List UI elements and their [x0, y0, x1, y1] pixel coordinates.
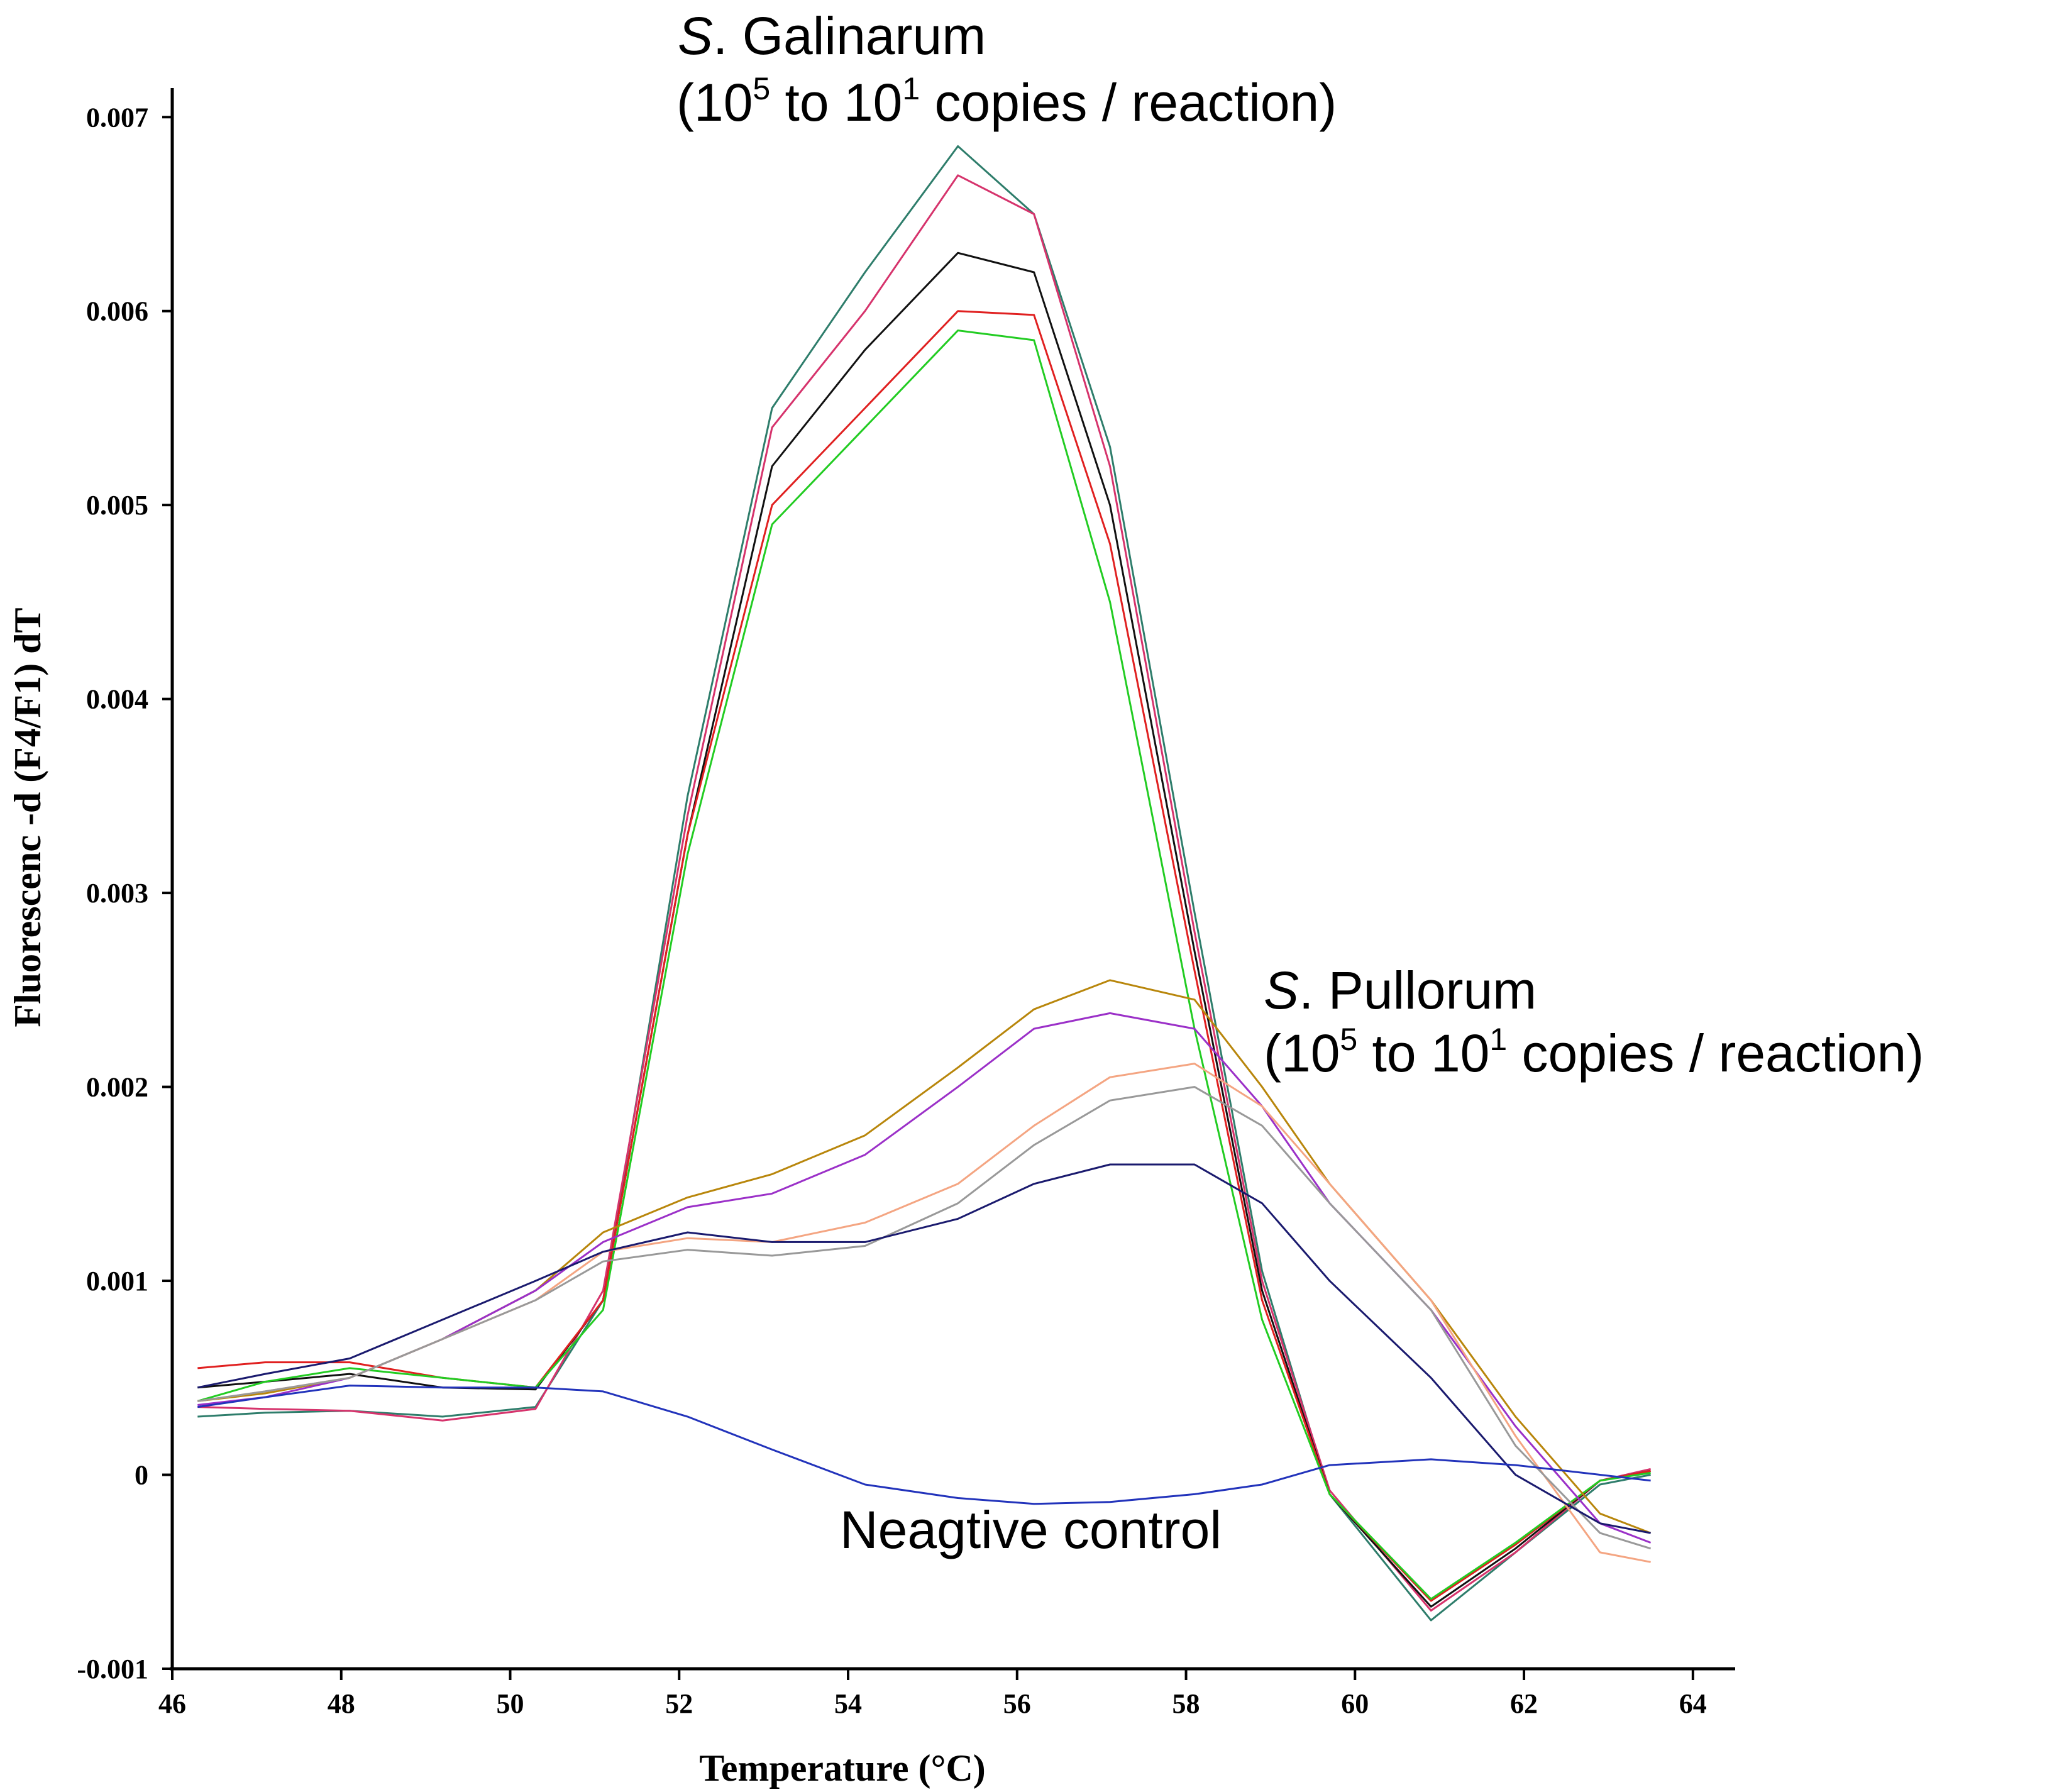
- y-ticks: -0.001 0 0.001 0.002 0.003 0.004 0.005 0.006 0.0…: [77, 102, 172, 1684]
- y-tick-label: 0.004: [86, 684, 148, 715]
- pullorum-range-suffix: copies / reaction): [1507, 1024, 1924, 1083]
- pullorum-range-exp1: 5: [1340, 1022, 1357, 1057]
- y-tick-label: 0.002: [86, 1072, 148, 1103]
- pullorum-label: S. Pullorum: [1264, 961, 1537, 1020]
- galinarum-label: S. Galinarum: [678, 6, 986, 65]
- pullorum-genus: S: [1264, 961, 1299, 1020]
- x-tick-label: 54: [834, 1688, 862, 1719]
- galinarum-range-exp1: 5: [753, 71, 770, 106]
- y-tick-label: 0.001: [86, 1266, 148, 1297]
- pullorum-range-exp2: 1: [1489, 1022, 1507, 1057]
- x-tick-label: 52: [665, 1688, 693, 1719]
- galinarum-range-suffix: copies / reaction): [920, 73, 1337, 132]
- pullorum-range-prefix: (10: [1264, 1024, 1340, 1083]
- series-line-s-galinarum-3: [197, 252, 1651, 1608]
- annotations: S. Galinarum (105 to 101 copies / reacti…: [676, 6, 1924, 1559]
- series-line-negative-control: [197, 1385, 1651, 1505]
- galinarum-species: . Galinarum: [713, 6, 986, 65]
- pullorum-range-mid: to 10: [1357, 1024, 1489, 1083]
- series-line-s-galinarum-5: [197, 329, 1651, 1600]
- series-line-s-galinarum-1: [197, 145, 1651, 1622]
- axes: [170, 88, 1735, 1671]
- galinarum-range: (105 to 101 copies / reaction): [676, 71, 1337, 132]
- pullorum-species: . Pullorum: [1299, 961, 1537, 1020]
- x-tick-label: 62: [1510, 1688, 1538, 1719]
- x-tick-label: 46: [158, 1688, 186, 1719]
- x-ticks: 46 48 50 52 54 56 58 60 62 64: [158, 1669, 1707, 1719]
- series-group: [197, 145, 1652, 1622]
- y-tick-label: 0.007: [86, 102, 148, 133]
- series-line-s-galinarum-2: [197, 174, 1651, 1612]
- x-axis-title: Temperature (°C): [699, 1747, 986, 1789]
- x-tick-label: 56: [1003, 1688, 1031, 1719]
- x-tick-label: 48: [328, 1688, 355, 1719]
- galinarum-genus: S: [678, 6, 713, 65]
- series-line-s-pullorum-5: [197, 1163, 1651, 1534]
- x-tick-label: 64: [1679, 1688, 1707, 1719]
- y-tick-label: 0.003: [86, 878, 148, 909]
- x-tick-label: 50: [497, 1688, 524, 1719]
- y-tick-label: 0: [135, 1460, 148, 1491]
- x-tick-label: 60: [1341, 1688, 1369, 1719]
- galinarum-range-prefix: (10: [676, 73, 753, 132]
- galinarum-range-exp2: 1: [902, 71, 920, 106]
- series-line-s-pullorum-4: [197, 1086, 1652, 1550]
- y-tick-label: 0.005: [86, 490, 148, 521]
- y-tick-label: 0.006: [86, 296, 148, 327]
- negative-control-label: Neagtive control: [840, 1500, 1222, 1559]
- y-axis-title: Fluorescenc -d (F4/F1) dT: [7, 607, 48, 1027]
- y-tick-label: -0.001: [77, 1654, 148, 1684]
- series-line-s-galinarum-4: [197, 310, 1651, 1602]
- x-tick-label: 58: [1172, 1688, 1200, 1719]
- pullorum-range: (105 to 101 copies / reaction): [1264, 1022, 1924, 1083]
- galinarum-range-mid: to 10: [770, 73, 902, 132]
